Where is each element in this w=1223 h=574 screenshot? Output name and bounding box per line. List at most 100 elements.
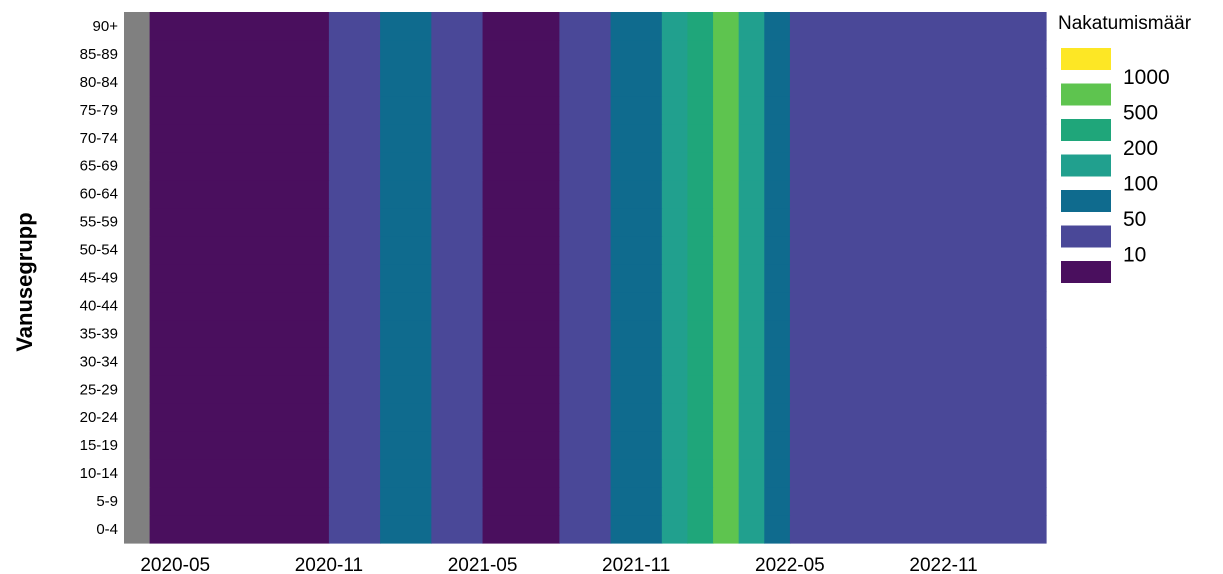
heatmap-cell [687, 151, 714, 181]
legend-label: 100 [1123, 173, 1158, 196]
heatmap-cell [764, 67, 791, 97]
heatmap-cell [482, 291, 560, 321]
heatmap-cell [431, 487, 484, 516]
heatmap-cell [738, 67, 765, 97]
heatmap-cell [661, 347, 689, 376]
heatmap-cell [482, 67, 560, 97]
heatmap-cell [789, 207, 1047, 237]
heatmap-cell [149, 347, 330, 376]
heatmap-cell [559, 95, 612, 125]
heatmap-cell [431, 39, 484, 69]
heatmap-cell [482, 95, 560, 125]
heatmap-cell [738, 235, 765, 265]
heatmap-cell [380, 179, 432, 209]
heatmap-cell [738, 179, 765, 209]
heatmap-cell [610, 347, 663, 376]
heatmap-cell [431, 403, 484, 432]
heatmap-cell [764, 347, 791, 376]
heatmap-cell [738, 95, 765, 125]
heatmap-cell [559, 235, 612, 265]
heatmap-cell [738, 487, 765, 516]
heatmap-cell [789, 67, 1047, 97]
heatmap-cell [559, 67, 612, 97]
heatmap-cell [380, 431, 432, 460]
heatmap-cell [610, 291, 663, 321]
y-tick-label: 55-59 [80, 214, 118, 231]
heatmap-cell [687, 319, 714, 348]
legend-swatch [1061, 190, 1111, 212]
heatmap-cell [380, 207, 432, 237]
heatmap-cell [559, 347, 612, 376]
heatmap-cell [559, 459, 612, 488]
heatmap-cell [713, 291, 740, 321]
y-tick-label: 30-34 [80, 353, 118, 370]
y-tick-label: 35-39 [80, 325, 118, 342]
heatmap-cell [610, 151, 663, 181]
heatmap-cell [124, 235, 151, 265]
heatmap-cell [610, 179, 663, 209]
heatmap-cell [713, 39, 740, 69]
heatmap-cell [661, 431, 689, 460]
heatmap-cell [661, 403, 689, 432]
heatmap-cell [431, 515, 484, 544]
heatmap-cell [738, 459, 765, 488]
heatmap-cell [738, 39, 765, 69]
heatmap-cell [328, 151, 381, 181]
heatmap-cell [789, 515, 1047, 544]
heatmap-cell [482, 319, 560, 348]
heatmap-cell [713, 347, 740, 376]
y-tick-label: 15-19 [80, 437, 118, 454]
heatmap-cell [380, 347, 432, 376]
heatmap-cell [764, 179, 791, 209]
heatmap-cell [687, 235, 714, 265]
heatmap-cell [687, 375, 714, 404]
heatmap-cell [789, 347, 1047, 376]
heatmap-cell [789, 179, 1047, 209]
heatmap-cell [764, 291, 791, 321]
heatmap-cell [789, 403, 1047, 432]
heatmap-cell [124, 207, 151, 237]
heatmap-cell [124, 403, 151, 432]
heatmap-cell [149, 515, 330, 544]
heatmap-cell [764, 375, 791, 404]
heatmap-cell [789, 235, 1047, 265]
heatmap-cell [713, 207, 740, 237]
heatmap-cell [661, 263, 689, 293]
heatmap-cell [328, 403, 381, 432]
x-tick-label: 2022-11 [909, 555, 977, 574]
heatmap-cell [764, 403, 791, 432]
heatmap-cell [764, 263, 791, 293]
heatmap-cell [149, 487, 330, 516]
heatmap-cell [380, 67, 432, 97]
heatmap-cell [328, 291, 381, 321]
heatmap-cell [738, 431, 765, 460]
heatmap-cell [380, 263, 432, 293]
heatmap-cell [789, 151, 1047, 181]
y-tick-label: 65-69 [80, 158, 118, 175]
heatmap-cell [559, 263, 612, 293]
heatmap-cell [687, 431, 714, 460]
heatmap-cell [661, 515, 689, 544]
heatmap-cell [764, 515, 791, 544]
heatmap-cell [738, 347, 765, 376]
heatmap-cell [559, 151, 612, 181]
heatmap-cell [328, 263, 381, 293]
heatmap-cell [713, 459, 740, 488]
heatmap-cell [738, 291, 765, 321]
heatmap-cell [124, 123, 151, 153]
heatmap-cell [713, 12, 740, 41]
heatmap-cell [380, 123, 432, 153]
heatmap-cell [738, 375, 765, 404]
heatmap-cell [431, 207, 484, 237]
heatmap-cell [764, 12, 791, 41]
heatmap-cell [380, 12, 432, 41]
heatmap-cell [124, 431, 151, 460]
heatmap-cell [764, 319, 791, 348]
x-tick-label: 2020-05 [140, 555, 210, 574]
legend-swatch [1061, 261, 1111, 283]
legend-swatch [1061, 119, 1111, 141]
heatmap-cell [124, 263, 151, 293]
heatmap-cell [661, 179, 689, 209]
heatmap-cell [149, 39, 330, 69]
y-tick-label: 25-29 [80, 381, 118, 398]
